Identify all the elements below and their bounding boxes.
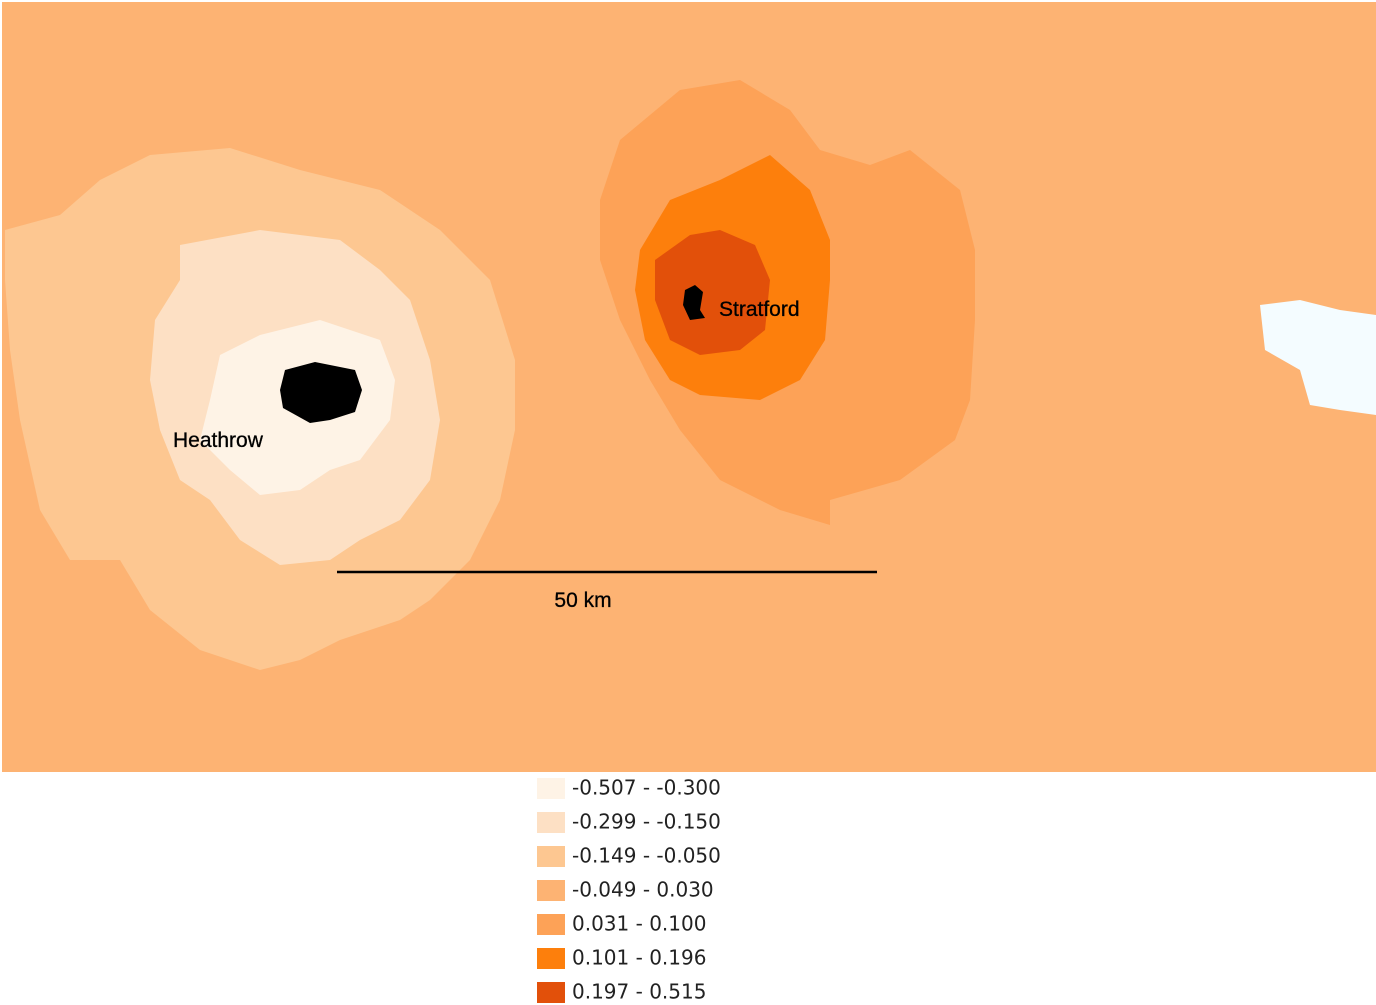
place-label: Stratford xyxy=(719,298,800,321)
airport xyxy=(280,362,362,423)
legend-swatch xyxy=(537,914,565,935)
legend-label: -0.507 - -0.300 xyxy=(572,776,721,800)
legend-swatch xyxy=(537,846,565,867)
legend-swatch xyxy=(537,778,565,799)
scale-label: 50 km xyxy=(554,589,611,612)
legend-swatch xyxy=(537,948,565,969)
place-label: Heathrow xyxy=(173,429,264,452)
airport xyxy=(683,285,705,320)
legend-label: 0.101 - 0.196 xyxy=(572,946,706,970)
legend: -0.507 - -0.300 -0.299 - -0.150 -0.149 - -… xyxy=(537,776,721,1004)
legend-swatch xyxy=(537,880,565,901)
legend-label: 0.031 - 0.100 xyxy=(572,912,706,936)
legend-label: 0.197 - 0.515 xyxy=(572,980,706,1004)
legend-label: -0.149 - -0.050 xyxy=(572,844,721,868)
zone xyxy=(655,230,770,355)
legend-label: -0.049 - 0.030 xyxy=(572,878,714,902)
legend-label: -0.299 - -0.150 xyxy=(572,810,721,834)
sea xyxy=(1260,300,1376,415)
legend-swatch xyxy=(537,812,565,833)
legend-swatch xyxy=(537,982,565,1003)
